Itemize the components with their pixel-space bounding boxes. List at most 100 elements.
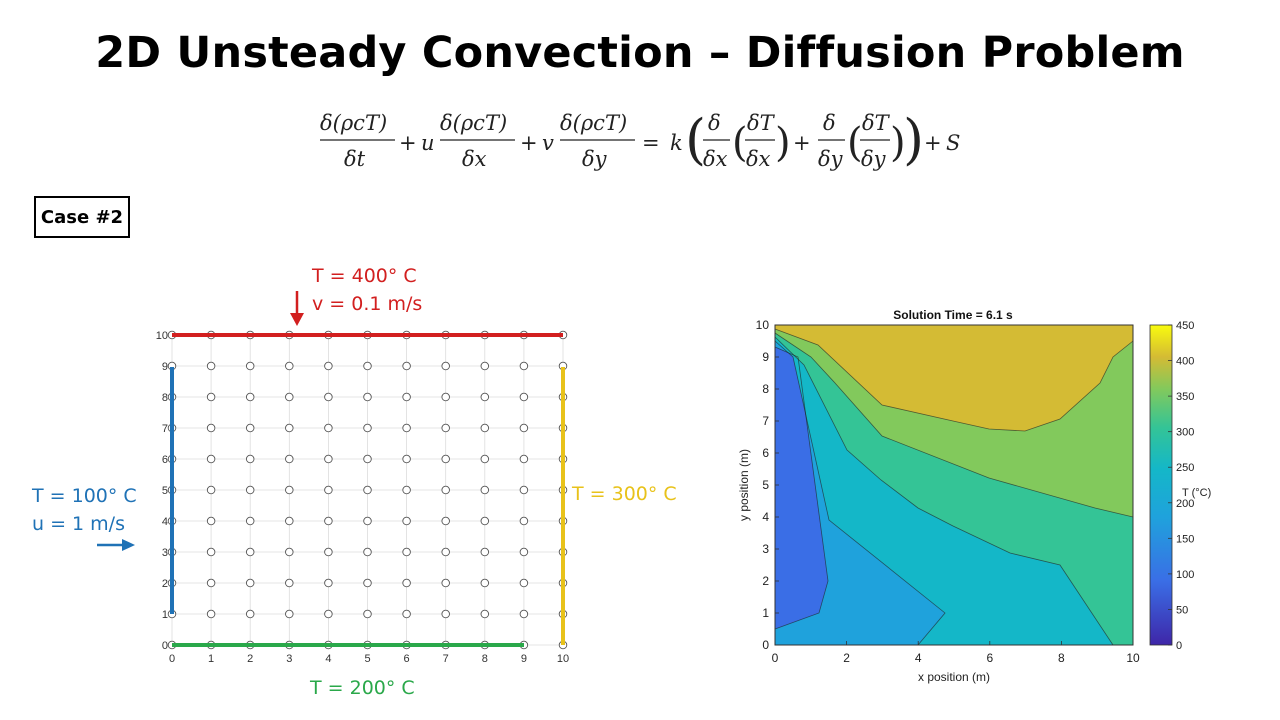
svg-text:=: = <box>642 131 660 155</box>
svg-text:+: + <box>520 131 538 155</box>
svg-text:δT: δT <box>862 111 891 135</box>
mesh-y-tick: 5 <box>162 485 168 497</box>
mesh-node <box>324 361 333 371</box>
mesh-node <box>519 547 529 557</box>
mesh-y-tick: 7 <box>162 423 168 435</box>
mesh-node <box>206 516 216 526</box>
colorbar-tick-label: 450 <box>1176 320 1194 332</box>
mesh-x-tick: 2 <box>247 653 253 665</box>
svg-text:+: + <box>793 131 811 155</box>
mesh-node <box>206 485 216 495</box>
mesh-x-tick: 8 <box>482 653 488 665</box>
mesh-y-tick: 1 <box>162 609 168 621</box>
svg-text:δy: δy <box>582 147 608 171</box>
page-title: 2D Unsteady Convection – Diffusion Probl… <box>95 28 1185 78</box>
mesh-node <box>285 609 294 619</box>
mesh-node <box>519 516 529 526</box>
chart-x-tick-label: 10 <box>1126 651 1140 665</box>
colorbar-tick-label: 50 <box>1176 604 1188 616</box>
chart-x-tick-label: 6 <box>986 651 993 665</box>
svg-text:v: v <box>542 131 554 155</box>
mesh-node <box>441 516 450 526</box>
chart-y-tick-label: 1 <box>762 606 769 620</box>
colorbar-tick-label: 0 <box>1176 640 1182 652</box>
colorbar-tick-label: 250 <box>1176 462 1194 474</box>
svg-text:(: ( <box>732 120 748 166</box>
mesh-node <box>519 454 529 464</box>
chart-x-tick-label: 0 <box>772 651 779 665</box>
mesh-node <box>363 609 372 619</box>
svg-text:): ) <box>890 120 906 166</box>
down-arrow-icon <box>290 291 304 326</box>
svg-text:δt: δt <box>344 147 366 171</box>
mesh-node <box>206 547 216 557</box>
colorbar-tick-label: 350 <box>1176 391 1194 403</box>
svg-text:k: k <box>670 131 683 155</box>
mesh-node <box>285 578 294 588</box>
mesh-node <box>363 516 372 526</box>
mesh-node <box>363 578 372 588</box>
mesh-node <box>324 609 333 619</box>
svg-text:δ: δ <box>823 111 836 135</box>
mesh-x-tick: 7 <box>443 653 449 665</box>
mesh-node <box>363 361 372 371</box>
contour-band-6 <box>775 325 1133 431</box>
chart-y-tick-label: 4 <box>762 510 769 524</box>
colorbar-tick-label: 100 <box>1176 569 1194 581</box>
svg-text:): ) <box>903 108 924 171</box>
mesh-x-tick: 6 <box>404 653 410 665</box>
mesh-x-tick: 1 <box>208 653 214 665</box>
chart-y-tick-label: 2 <box>762 574 769 588</box>
mesh-node <box>480 547 490 557</box>
mesh-node <box>245 578 255 588</box>
mesh-node <box>519 578 529 588</box>
mesh-node <box>480 485 490 495</box>
contour-fill <box>775 325 1133 645</box>
colorbar-tick-label: 150 <box>1176 533 1194 545</box>
colorbar-ticks: 0 50 100 150 200 250 300 350 400 450 <box>1168 320 1194 652</box>
mesh-node <box>206 423 216 433</box>
svg-text:δx: δx <box>746 147 771 171</box>
svg-text:δy: δy <box>861 147 887 171</box>
mesh-node <box>363 547 372 557</box>
chart-x-ticks: 0 2 4 6 8 10 <box>772 641 1140 665</box>
mesh-node <box>324 454 333 464</box>
chart-x-tick-label: 8 <box>1058 651 1065 665</box>
mesh-node <box>285 423 294 433</box>
mesh-y-tick: 8 <box>162 392 168 404</box>
mesh-node <box>324 423 333 433</box>
mesh-node <box>441 547 450 557</box>
mesh-node <box>285 361 294 371</box>
svg-text:δy: δy <box>818 147 844 171</box>
mesh-tick-labels: 0 1 2 3 4 5 6 7 8 9 10 0 1 2 3 4 5 6 7 8 9 10 <box>156 330 569 665</box>
mesh-node <box>363 485 372 495</box>
mesh-node <box>480 423 490 433</box>
top-temperature-label: T = 400° C <box>312 265 417 287</box>
colorbar-tick-label: 300 <box>1176 427 1194 439</box>
mesh-node <box>363 454 372 464</box>
mesh-node <box>324 547 333 557</box>
svg-text:δx: δx <box>703 147 728 171</box>
mesh-node <box>480 516 490 526</box>
mesh-node <box>363 392 372 402</box>
mesh-y-tick: 4 <box>162 516 168 528</box>
contour-lines <box>774 328 1134 646</box>
chart-y-tick-label: 7 <box>762 414 769 428</box>
case-label: Case #2 <box>34 196 130 238</box>
mesh-node <box>441 485 450 495</box>
colorbar-tick-label: 400 <box>1176 356 1194 368</box>
svg-text:δ(ρcT): δ(ρcT) <box>320 111 387 135</box>
mesh-node <box>480 392 490 402</box>
svg-text:S: S <box>946 131 960 155</box>
chart-y-tick-label: 3 <box>762 542 769 556</box>
mesh-node <box>206 609 216 619</box>
mesh-node <box>519 485 529 495</box>
mesh-node <box>402 547 411 557</box>
svg-text:δT: δT <box>747 111 776 135</box>
chart-y-tick-label: 6 <box>762 446 769 460</box>
left-temperature-label: T = 100° C <box>32 485 137 507</box>
mesh-node <box>441 392 450 402</box>
mesh-node <box>519 392 529 402</box>
mesh-node <box>245 547 255 557</box>
